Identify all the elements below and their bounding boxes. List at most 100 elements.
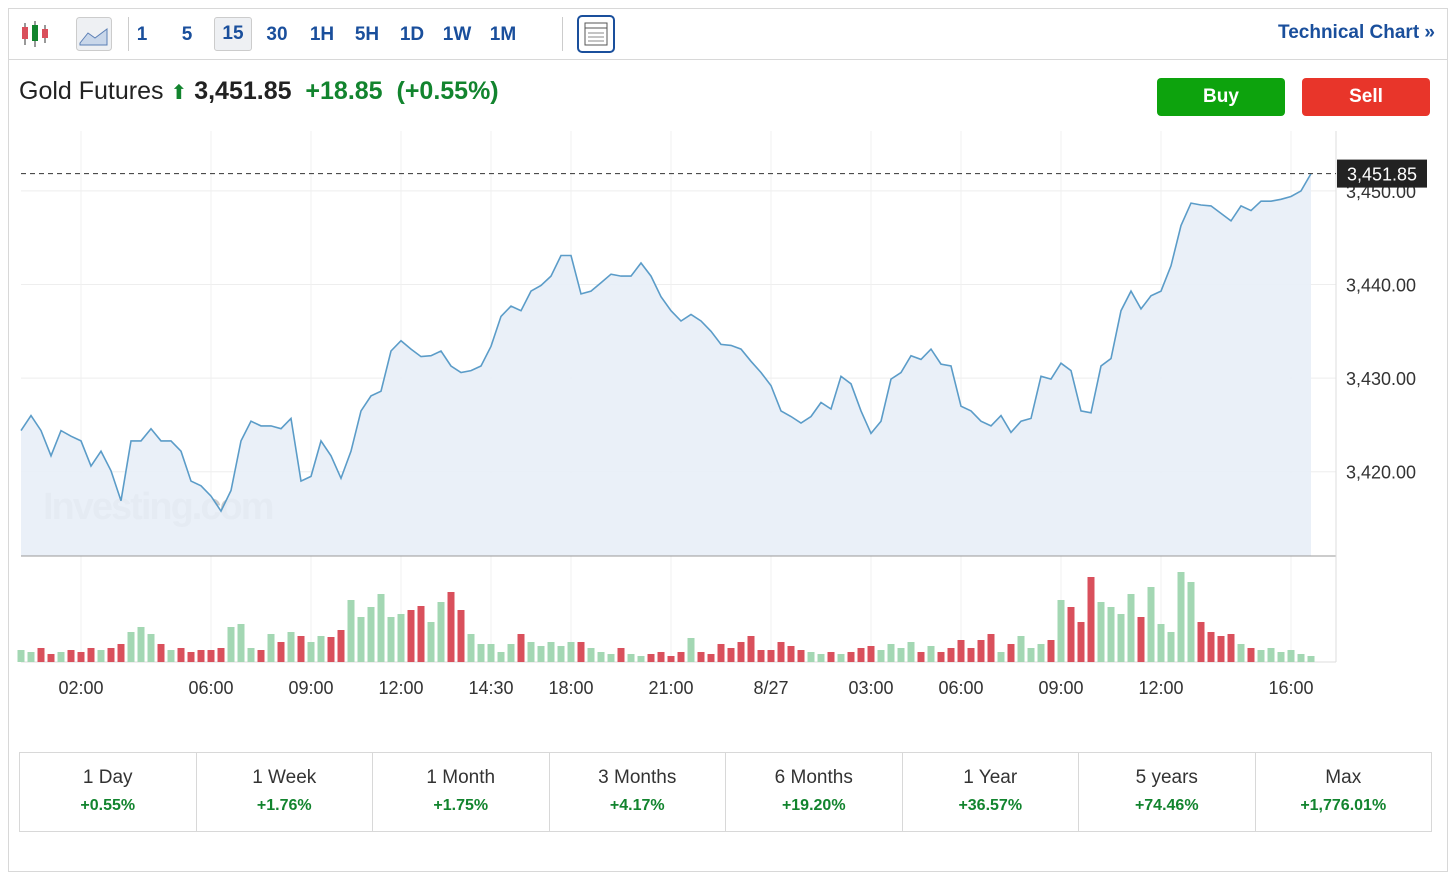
volume-bar: [437, 602, 445, 662]
change: +18.85: [305, 77, 383, 105]
interval-button[interactable]: 1M: [489, 24, 517, 45]
area-icon[interactable]: [76, 17, 112, 51]
volume-bar: [1117, 614, 1125, 662]
performance-cell[interactable]: 5 years +74.46%: [1078, 753, 1255, 831]
interval-button[interactable]: 1W: [442, 24, 472, 45]
volume-bar: [737, 642, 745, 662]
volume-bar: [317, 636, 325, 662]
period: 1 Year: [963, 767, 1018, 788]
x-tick-label: 12:00: [1138, 678, 1183, 698]
period: 3 Months: [598, 767, 677, 788]
volume-bar: [1257, 650, 1265, 662]
volume-bar: [1247, 648, 1255, 662]
volume-bar: [607, 654, 615, 662]
performance-cell[interactable]: 1 Day +0.55%: [20, 753, 196, 831]
volume-bar: [1207, 632, 1215, 662]
interval-button[interactable]: 1H: [309, 24, 335, 45]
volume-bar: [397, 614, 405, 662]
price-area: [21, 173, 1311, 556]
interval-button[interactable]: 1: [136, 24, 148, 45]
volume-bar: [387, 617, 395, 662]
volume-bar: [657, 652, 665, 662]
period-change: +1.76%: [256, 797, 312, 814]
layout-icon[interactable]: [577, 15, 615, 53]
volume-bar: [507, 644, 515, 662]
volume-bar: [307, 642, 315, 662]
volume-bar: [1267, 648, 1275, 662]
divider: [562, 17, 563, 51]
volume-bar: [417, 606, 425, 662]
volume-bar: [647, 654, 655, 662]
volume-bar: [1077, 622, 1085, 662]
volume-bar: [537, 646, 545, 662]
volume-bar: [907, 642, 915, 662]
performance-cell[interactable]: 6 Months +19.20%: [725, 753, 902, 831]
performance-cell[interactable]: 1 Year +36.57%: [901, 753, 1079, 831]
x-tick-label: 18:00: [548, 678, 593, 698]
volume-bar: [217, 648, 225, 662]
technical-chart-link[interactable]: Technical Chart »: [1278, 22, 1435, 43]
period: 1 Week: [252, 767, 317, 788]
volume-bar: [617, 648, 625, 662]
volume-bar: [257, 650, 265, 662]
volume-bar: [787, 646, 795, 662]
volume-bar: [897, 648, 905, 662]
x-tick-label: 06:00: [938, 678, 983, 698]
sell-button[interactable]: Sell: [1302, 78, 1430, 116]
volume-bar: [497, 652, 505, 662]
volume-bar: [337, 630, 345, 662]
x-tick-label: 06:00: [188, 678, 233, 698]
volume-bar: [567, 642, 575, 662]
volume-bar: [887, 644, 895, 662]
volume-bar: [1227, 634, 1235, 662]
volume-bar: [677, 652, 685, 662]
volume-bar: [1177, 572, 1185, 662]
volume-bar: [367, 607, 375, 662]
volume-bar: [137, 627, 145, 662]
volume-bar: [267, 634, 275, 662]
volume-bar: [857, 648, 865, 662]
volume-bar: [1287, 650, 1295, 662]
volume-bar: [627, 654, 635, 662]
volume-bar: [967, 648, 975, 662]
volume-bar: [837, 654, 845, 662]
volume-bar: [817, 654, 825, 662]
volume-bar: [1137, 617, 1145, 662]
performance-cell[interactable]: 1 Month +1.75%: [372, 753, 549, 831]
volume-bar: [517, 634, 525, 662]
volume-bar: [927, 646, 935, 662]
volume-bar: [1027, 648, 1035, 662]
performance-cell[interactable]: 1 Week +1.76%: [195, 753, 373, 831]
performance-table: 1 Day +0.55% 1 Week +1.76% 1 Month +1.75% 3 Mo…: [19, 752, 1432, 832]
volume-bar: [227, 627, 235, 662]
x-tick-label: 14:30: [468, 678, 513, 698]
performance-cell[interactable]: Max +1,776.01%: [1254, 753, 1432, 831]
x-tick-label: 21:00: [648, 678, 693, 698]
volume-bar: [1107, 607, 1115, 662]
volume-bar: [427, 622, 435, 662]
interval-button[interactable]: 5H: [354, 24, 380, 45]
interval-button[interactable]: 5: [181, 24, 193, 45]
interval-button[interactable]: 1D: [399, 24, 425, 45]
volume-bar: [977, 640, 985, 662]
performance-cell[interactable]: 3 Months +4.17%: [548, 753, 726, 831]
period: Max: [1325, 767, 1362, 788]
candle-icon[interactable]: [15, 9, 55, 59]
volume-bar: [347, 600, 355, 662]
interval-button[interactable]: 15: [214, 17, 252, 51]
volume-bar: [477, 644, 485, 662]
instrument-name: Gold Futures: [19, 77, 164, 105]
x-tick-label: 09:00: [288, 678, 333, 698]
buy-button[interactable]: Buy: [1157, 78, 1285, 116]
volume-bar: [467, 634, 475, 662]
interval-button[interactable]: 30: [266, 24, 288, 45]
volume-bar: [237, 624, 245, 662]
volume-bar: [77, 652, 85, 662]
volume-bar: [1007, 644, 1015, 662]
period: 1 Month: [426, 767, 496, 788]
volume-bar: [1307, 656, 1315, 662]
volume-bar: [97, 650, 105, 662]
volume-bar: [167, 650, 175, 662]
period-change: +19.20%: [781, 797, 846, 814]
